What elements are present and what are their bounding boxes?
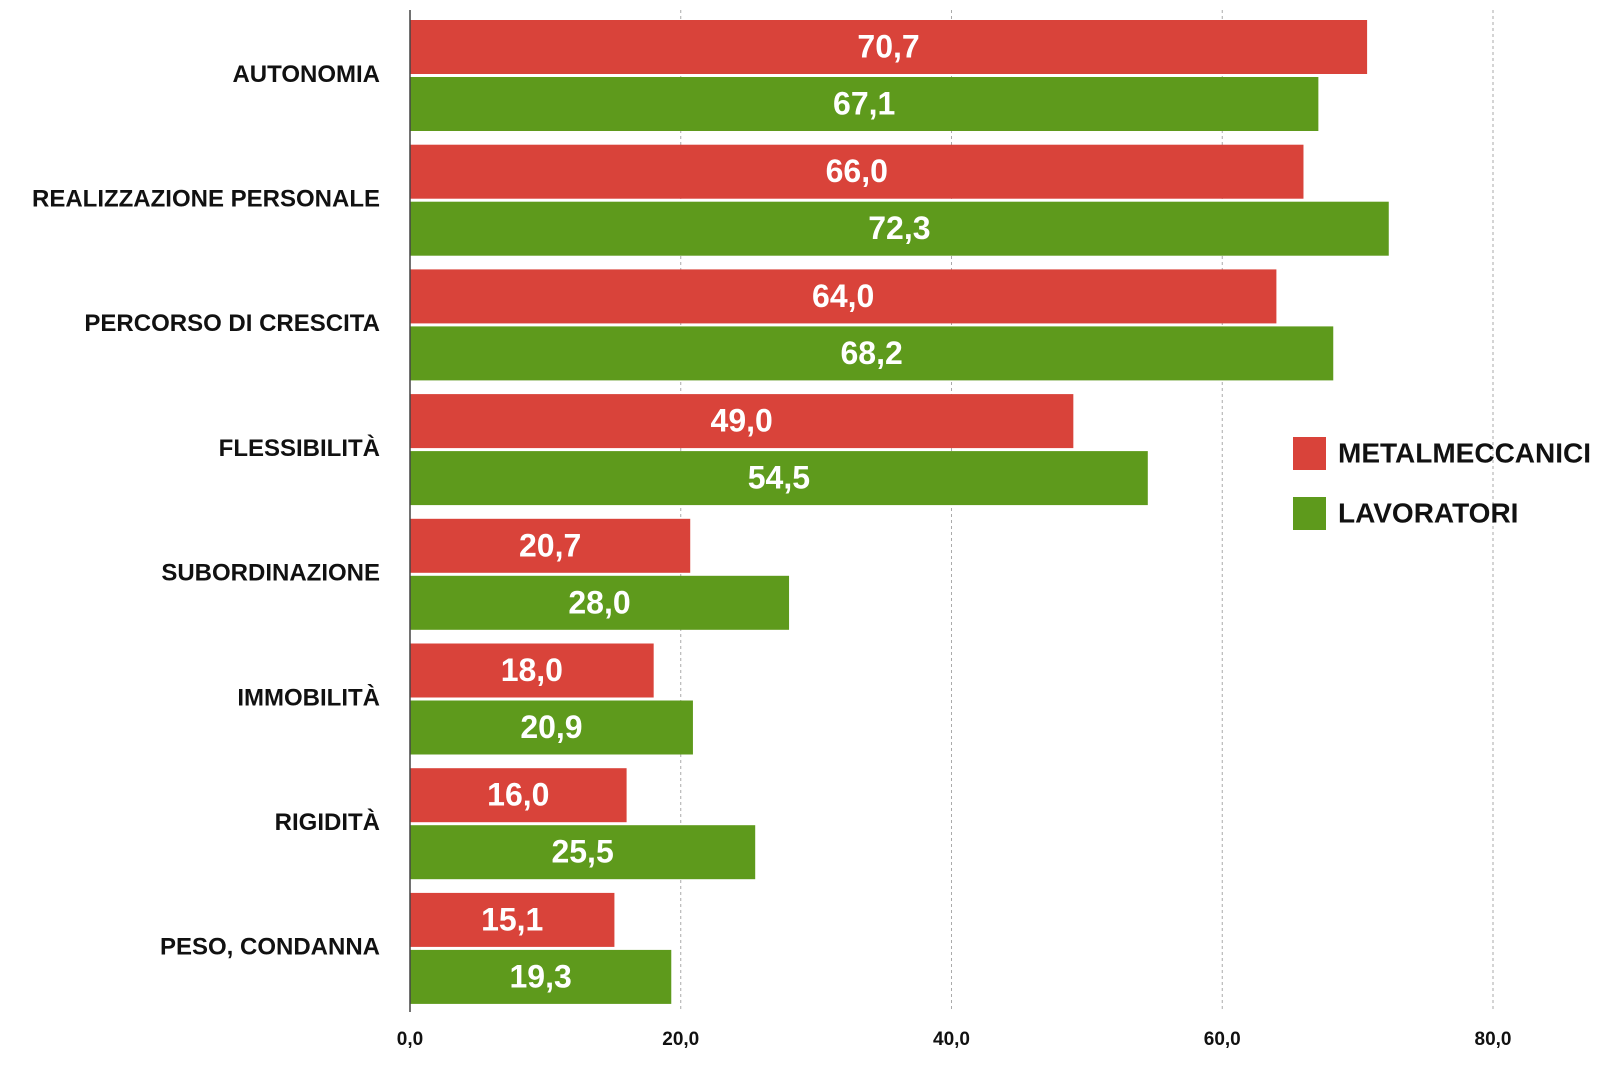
bar [410,201,1389,256]
category-label: AUTONOMIA [232,61,380,88]
category-label: REALIZZAZIONE PERSONALE [32,186,380,213]
value-label: 19,3 [509,958,571,994]
x-tick-label: 20,0 [662,1029,699,1050]
value-label: 72,3 [868,210,930,246]
value-label: 20,9 [520,709,582,745]
legend-label: LAVORATORI [1338,497,1518,528]
legend-label: METALMECCANICI [1338,437,1591,468]
bar [410,949,672,1004]
value-label: 20,7 [519,527,581,563]
bar [410,326,1334,381]
value-label: 54,5 [748,460,810,496]
bar [410,518,691,573]
value-label: 49,0 [711,403,773,439]
bar [410,394,1074,449]
bar [410,269,1277,324]
x-tick-label: 40,0 [933,1029,970,1050]
value-label: 15,1 [481,901,543,937]
value-label: 70,7 [857,28,919,64]
value-label: 25,5 [551,834,613,870]
category-label: SUBORDINAZIONE [161,560,380,587]
bar [410,144,1304,199]
x-tick-label: 0,0 [397,1029,423,1050]
value-label: 64,0 [812,278,874,314]
bar [410,700,693,755]
category-label: PERCORSO DI CRESCITA [84,310,380,337]
bar [410,825,756,880]
bar [410,20,1368,74]
bar [410,77,1319,131]
value-label: 67,1 [833,85,895,121]
bar [410,575,790,630]
category-label: IMMOBILITÀ [237,683,380,711]
category-label: RIGIDITÀ [275,808,380,836]
category-label: PESO, CONDANNA [160,934,380,961]
x-tick-label: 80,0 [1475,1029,1512,1050]
value-label: 68,2 [840,335,902,371]
x-tick-label: 60,0 [1204,1029,1241,1050]
bar [410,892,615,947]
value-label: 66,0 [826,153,888,189]
legend-swatch [1293,437,1326,470]
value-label: 28,0 [568,584,630,620]
legend-swatch [1293,497,1326,530]
bar [410,643,654,698]
value-label: 16,0 [487,777,549,813]
bar [410,451,1148,506]
category-label: FLESSIBILITÀ [219,434,380,462]
value-label: 18,0 [501,652,563,688]
bar [410,768,627,823]
